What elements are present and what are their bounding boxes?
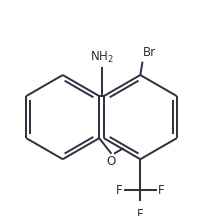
Text: NH$_2$: NH$_2$ [90,50,114,65]
Text: O: O [107,155,116,168]
Text: F: F [116,184,123,197]
Text: F: F [158,184,165,197]
Text: Br: Br [142,46,156,59]
Text: F: F [137,208,144,216]
